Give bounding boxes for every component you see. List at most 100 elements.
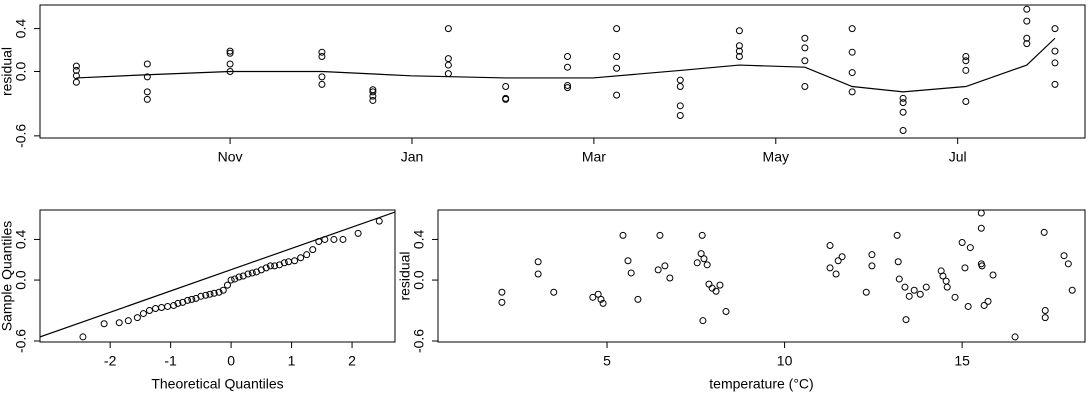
point (115, 319, 123, 327)
point (977, 224, 985, 232)
point (502, 95, 510, 103)
point (1051, 59, 1059, 67)
point (676, 83, 684, 91)
point (133, 314, 141, 322)
point (339, 235, 347, 243)
y-axis-label: residual (397, 251, 413, 300)
point (100, 320, 108, 328)
point (962, 52, 970, 60)
point (589, 293, 597, 301)
point (564, 84, 572, 92)
point (801, 57, 809, 65)
x-tick-label: 5 (603, 353, 611, 369)
point (619, 231, 627, 239)
point (266, 262, 274, 270)
point (597, 295, 605, 303)
point (184, 296, 192, 304)
point (916, 290, 924, 298)
x-tick-label: 15 (954, 353, 970, 369)
x-axis-label: Theoretical Quantiles (151, 376, 283, 392)
point (716, 281, 724, 289)
point (1023, 17, 1031, 25)
point (72, 62, 80, 70)
point (369, 92, 377, 100)
point (700, 255, 708, 263)
plot-frame (39, 209, 396, 343)
point (656, 231, 664, 239)
point (627, 269, 635, 277)
point (699, 317, 707, 325)
point (564, 63, 572, 71)
point (834, 257, 842, 265)
point (235, 273, 243, 281)
point (143, 95, 151, 103)
point (1040, 228, 1048, 236)
point (226, 49, 234, 57)
point (735, 42, 743, 50)
point (1023, 5, 1031, 13)
point (158, 303, 166, 311)
point (599, 299, 607, 307)
point (735, 27, 743, 35)
point (164, 302, 172, 310)
point (962, 98, 970, 106)
point (868, 262, 876, 270)
point (703, 261, 711, 269)
point (613, 52, 621, 60)
y-tick-label: 0.0 (411, 270, 427, 290)
x-tick-label: 10 (777, 353, 793, 369)
point (215, 288, 223, 296)
point (1023, 34, 1031, 42)
point (676, 76, 684, 84)
fit-line (40, 211, 395, 338)
point (661, 262, 669, 270)
point (1041, 314, 1049, 322)
point (303, 251, 311, 259)
point (1068, 286, 1076, 294)
point (1051, 25, 1059, 33)
point (197, 292, 205, 300)
point (708, 284, 716, 292)
point (899, 99, 907, 107)
point (1011, 333, 1019, 341)
point (444, 55, 452, 63)
point (534, 258, 542, 266)
fit-line (76, 37, 1056, 93)
point (977, 210, 985, 217)
point (145, 307, 153, 315)
point (1023, 40, 1031, 48)
point (951, 293, 959, 301)
x-tick-label: 0 (227, 353, 235, 369)
point (564, 52, 572, 60)
point (712, 287, 720, 295)
y-tick-label: 0.4 (13, 230, 29, 250)
point (318, 80, 326, 88)
point (210, 289, 218, 297)
point (231, 275, 239, 283)
point (502, 83, 510, 91)
point (124, 317, 132, 325)
point (613, 25, 621, 33)
point (894, 258, 902, 266)
point (354, 229, 362, 237)
plot-frame (437, 209, 1086, 343)
y-tick-label: -0.6 (13, 329, 29, 353)
point (676, 102, 684, 110)
point (964, 302, 972, 310)
point (498, 288, 506, 296)
point (318, 48, 326, 56)
point (722, 308, 730, 316)
point (280, 259, 288, 267)
point (868, 251, 876, 259)
point (271, 262, 279, 270)
point (330, 235, 338, 243)
y-tick-label: 0.4 (411, 230, 427, 250)
x-tick-label: Jul (949, 149, 967, 165)
point (369, 96, 377, 104)
point (206, 290, 214, 298)
x-tick-label: Mar (582, 149, 606, 165)
point (297, 254, 305, 262)
y-axis-label: Sample Quantiles (0, 221, 15, 332)
point (654, 266, 662, 274)
